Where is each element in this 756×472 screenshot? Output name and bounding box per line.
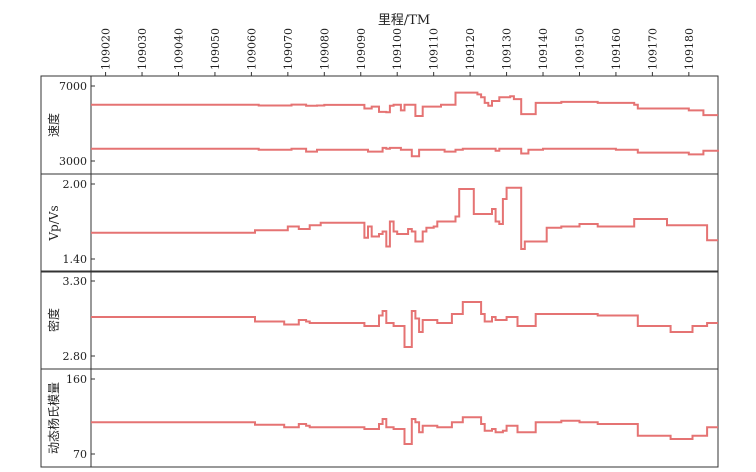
panel-frame — [40, 173, 719, 273]
y-tick-label: 7000 — [59, 80, 87, 93]
x-tick-label: 109030 — [136, 28, 149, 70]
panel-3: 3.30 2.80 密度 — [40, 270, 719, 370]
x-tick-label: 109080 — [318, 28, 331, 70]
y-tick-label: 70 — [73, 448, 87, 461]
x-tick-label: 109040 — [172, 28, 185, 70]
x-axis-title: 里程/TM — [378, 13, 430, 28]
y-axis-label: Vp/Vs — [47, 205, 61, 241]
y-tick-label: 3000 — [59, 155, 87, 168]
x-tick-label: 109110 — [428, 28, 441, 70]
y-axis-label: 密度 — [46, 308, 61, 332]
x-tick-label: 109150 — [573, 28, 586, 70]
panel-1: 7000 3000 速度 — [40, 75, 719, 175]
y-tick-label: 3.30 — [63, 275, 88, 288]
x-tick-label: 109140 — [537, 28, 550, 70]
x-tick-label: 109180 — [683, 28, 696, 70]
x-axis-ticks: 109020 109030 109040 109050 109060 109070 1090… — [100, 28, 696, 76]
x-tick-label: 109070 — [282, 28, 295, 70]
x-tick-label: 109050 — [209, 28, 222, 70]
panel-frame — [40, 75, 719, 175]
y-tick-label: 1.40 — [63, 253, 88, 266]
series-line-1 — [91, 301, 718, 348]
series-line-1 — [91, 91, 718, 117]
y-axis-label: 动态杨氏模量 — [46, 382, 61, 454]
series-line-2 — [91, 146, 719, 158]
x-tick-label: 109100 — [391, 28, 404, 70]
x-tick-label: 109160 — [610, 28, 623, 70]
x-tick-label: 109120 — [464, 28, 477, 70]
y-tick-label: 2.00 — [63, 178, 88, 191]
x-tick-label: 109020 — [100, 28, 113, 70]
y-axis-label: 速度 — [46, 113, 61, 137]
x-tick-label: 109060 — [245, 28, 258, 70]
panel-frame — [40, 368, 719, 468]
series-line-1 — [91, 416, 718, 445]
x-tick-label: 109130 — [501, 28, 514, 70]
panel-4: 160 70 动态杨氏模量 — [40, 368, 719, 468]
y-tick-label: 160 — [66, 373, 87, 386]
x-tick-label: 109170 — [646, 28, 659, 70]
y-tick-label: 2.80 — [63, 350, 88, 363]
series-line-1 — [91, 186, 718, 250]
x-tick-label: 109090 — [355, 28, 368, 70]
